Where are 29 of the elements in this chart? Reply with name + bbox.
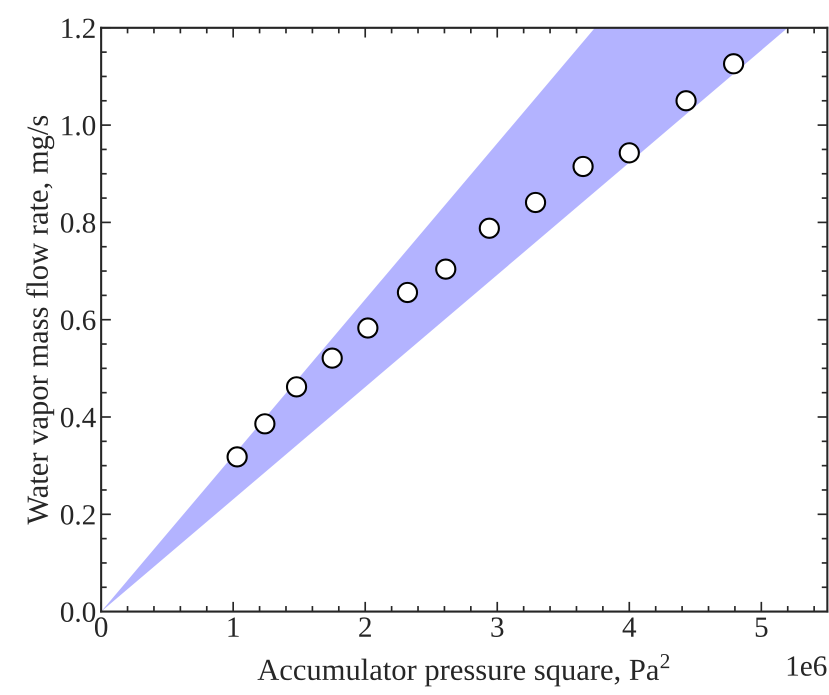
point bbox=[396, 282, 418, 304]
y-tick-label: 1.2 bbox=[62, 18, 95, 38]
y-tick-label: 0.2 bbox=[60, 505, 95, 525]
x-tick-label: 1 bbox=[228, 617, 239, 637]
x-tick-label: 5 bbox=[756, 618, 768, 637]
point bbox=[286, 376, 308, 398]
x-tick-label: 2 bbox=[359, 617, 371, 637]
point bbox=[722, 53, 744, 74]
point bbox=[572, 156, 594, 178]
point bbox=[357, 317, 378, 339]
point bbox=[618, 142, 640, 164]
y-tick-label: 0.6 bbox=[60, 310, 96, 330]
point bbox=[226, 446, 248, 468]
y-axis-title: Water vapor mass flow rate, mg/s bbox=[26, 116, 54, 525]
point bbox=[478, 218, 500, 239]
y-tick-label: 0.0 bbox=[60, 602, 96, 622]
point bbox=[322, 348, 343, 369]
y-tick-label: 0.8 bbox=[60, 213, 96, 233]
text: 1e6 bbox=[788, 656, 826, 676]
x-tick-label: 4 bbox=[622, 618, 636, 637]
x-tick-label: 3 bbox=[491, 617, 504, 637]
point bbox=[435, 258, 456, 280]
x-tick-label: 0 bbox=[94, 617, 108, 637]
y-tick-label: 1.0 bbox=[62, 116, 96, 136]
point bbox=[524, 192, 546, 214]
y-tick-label: 0.4 bbox=[60, 408, 96, 428]
x-axis-title: Accumulator pressure square, Pa$^{2}$ bbox=[258, 654, 670, 686]
point bbox=[675, 90, 697, 112]
point bbox=[254, 413, 276, 434]
